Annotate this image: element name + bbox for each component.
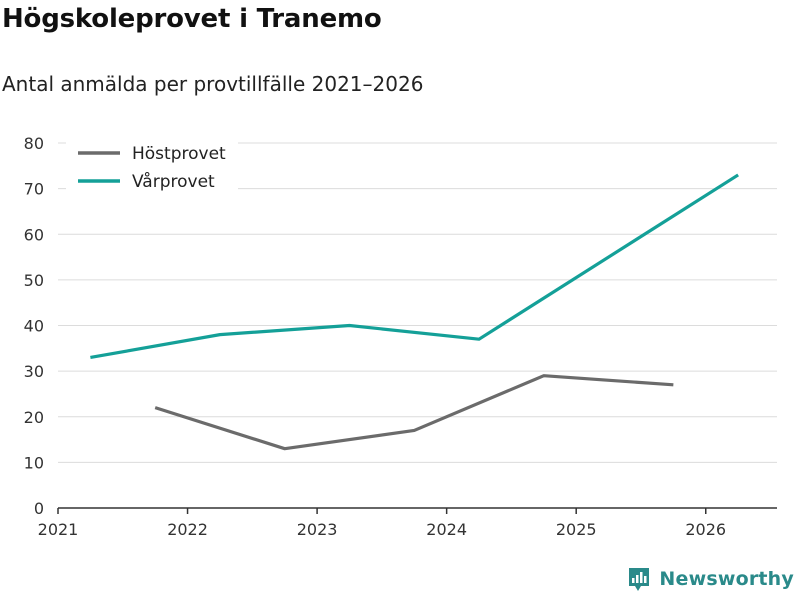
brand-name: Newsworthy: [659, 568, 794, 590]
series-lines: [90, 173, 739, 451]
y-tick-label: 10: [24, 453, 44, 472]
legend: Höstprovet Vårprovet: [66, 138, 238, 200]
chart-title: Högskoleprovet i Tranemo: [2, 4, 382, 34]
x-tick-label: 2023: [297, 520, 338, 539]
y-tick-label: 0: [34, 499, 44, 518]
y-tick-label: 50: [24, 271, 44, 290]
x-tick-label: 2024: [426, 520, 467, 539]
x-tick-label: 2025: [556, 520, 597, 539]
x-tick-label: 2021: [38, 520, 79, 539]
y-tick-label: 30: [24, 362, 44, 381]
y-tick-label: 20: [24, 408, 44, 427]
y-tick-label: 70: [24, 180, 44, 199]
x-tick-label: 2022: [167, 520, 208, 539]
y-tick-label: 60: [24, 225, 44, 244]
y-tick-label: 40: [24, 317, 44, 336]
chart-subtitle: Antal anmälda per provtillfälle 2021–202…: [2, 72, 424, 96]
legend-background: [66, 138, 238, 200]
y-tick-label: 80: [24, 134, 44, 153]
brand-logo: Newsworthy: [627, 566, 794, 592]
series-line-1: [90, 173, 739, 360]
axes: 0 10 20 30 40 50 60 70 80 2021 2022 2023 2024 2025 202…: [24, 134, 777, 539]
legend-label-1: Vårprovet: [132, 171, 215, 192]
series-line-0: [154, 374, 674, 451]
x-tick-label: 2026: [685, 520, 726, 539]
newsworthy-logo-icon: [629, 568, 650, 591]
legend-label-0: Höstprovet: [132, 144, 226, 164]
